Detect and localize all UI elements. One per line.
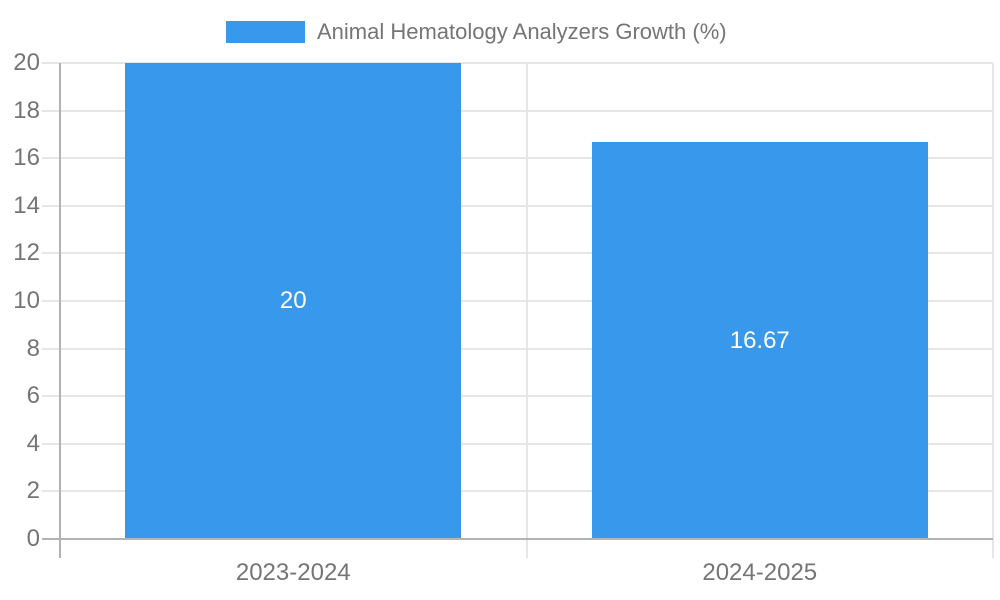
- bar-value-label: 16.67: [729, 326, 790, 354]
- y-gridline: [42, 395, 993, 398]
- y-gridline: [42, 109, 993, 112]
- x-axis-tick-label: 2024-2025: [702, 559, 818, 586]
- x-axis-tick-label: 2023-2024: [235, 559, 351, 586]
- y-axis-tick-label: 2: [26, 477, 40, 505]
- bar-2024-2025: [591, 142, 928, 539]
- category-boundary-gridline: [525, 63, 528, 558]
- y-gridline: [42, 347, 993, 350]
- y-gridline: [42, 300, 993, 302]
- y-gridline: [42, 252, 993, 255]
- y-gridline: [42, 538, 993, 540]
- category-boundary-gridline: [992, 63, 994, 558]
- y-axis-tick-label: 12: [13, 239, 40, 267]
- legend-swatch: [226, 21, 305, 43]
- bar-value-label: 20: [279, 287, 307, 314]
- y-gridline: [42, 204, 993, 207]
- y-axis-tick-label: 10: [13, 287, 40, 314]
- y-axis-tick-label: 18: [13, 96, 40, 124]
- y-axis-line: [59, 63, 61, 558]
- y-axis-tick-label: 0: [26, 525, 40, 552]
- y-axis-tick-label: 20: [13, 49, 40, 76]
- y-axis-tick-label: 8: [26, 334, 40, 362]
- y-gridline: [42, 62, 993, 64]
- y-axis-tick-label: 6: [26, 382, 40, 410]
- y-gridline: [42, 442, 993, 445]
- y-gridline: [42, 490, 993, 493]
- y-axis-tick-label: 14: [13, 191, 40, 219]
- y-gridline: [42, 157, 993, 160]
- bar-2023-2024: [125, 63, 462, 539]
- y-axis-tick-label: 4: [26, 429, 40, 457]
- legend-label: Animal Hematology Analyzers Growth (%): [317, 19, 727, 44]
- y-axis-tick-label: 16: [13, 144, 40, 172]
